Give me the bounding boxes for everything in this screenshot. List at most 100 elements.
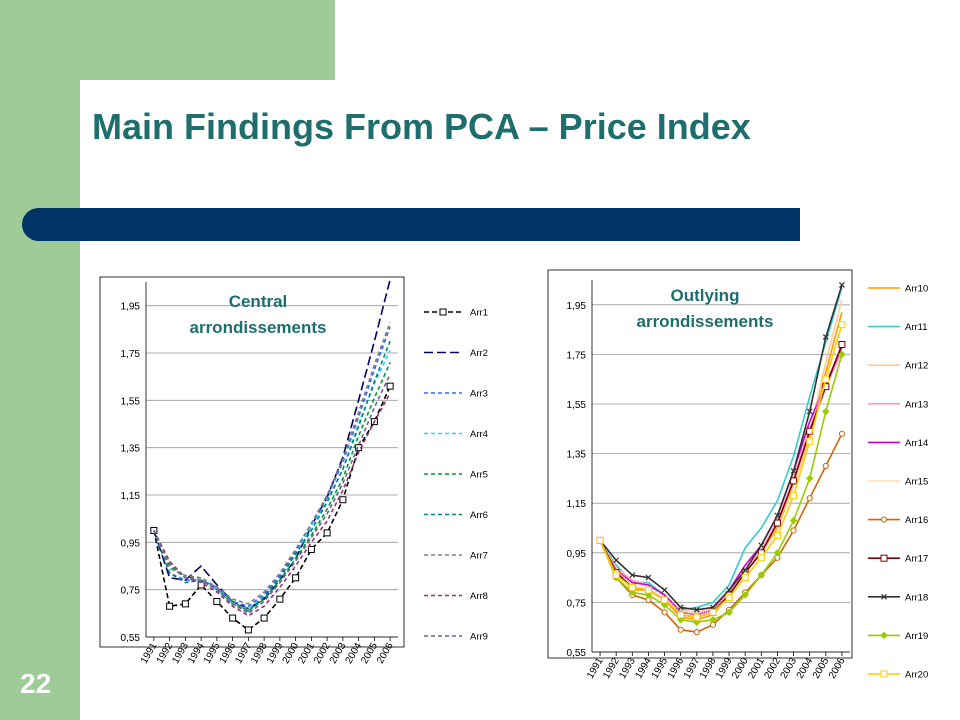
data-point-arr1	[260, 614, 268, 622]
series-line-arr5	[153, 362, 391, 612]
data-point-arr19	[773, 549, 782, 557]
data-point-arr1	[323, 529, 331, 537]
legend-label: Arr6	[470, 510, 488, 521]
legend-marker	[880, 670, 888, 678]
y-tick-label: 1,75	[121, 349, 141, 360]
data-point-arr20	[596, 536, 604, 544]
data-point-arr18	[822, 334, 829, 340]
data-point-arr18	[839, 282, 845, 288]
y-tick-label: 0,95	[567, 549, 587, 560]
y-tick-label: 0,95	[121, 538, 141, 549]
series-line-arr1	[153, 385, 391, 631]
legend-marker	[881, 593, 887, 600]
series-line-arr7	[153, 321, 391, 605]
data-point-arr16	[838, 430, 846, 437]
data-point-arr18	[774, 512, 781, 519]
data-point-arr16	[693, 629, 700, 636]
legend-label: Arr20	[905, 670, 928, 681]
y-tick-label: 1,55	[567, 400, 587, 411]
chart-title-line: Outlying	[671, 286, 740, 305]
y-tick-label: 1,15	[121, 491, 141, 502]
legend-label: Arr19	[905, 631, 928, 642]
data-point-arr20	[806, 437, 814, 445]
data-point-arr17	[838, 340, 846, 348]
data-point-arr16	[790, 527, 797, 534]
data-point-arr18	[613, 557, 620, 564]
data-point-arr1	[292, 574, 300, 582]
legend-label: Arr18	[905, 592, 928, 603]
data-point-arr1	[386, 382, 394, 390]
data-point-arr19	[805, 474, 814, 483]
legend-label: Arr13	[905, 399, 928, 410]
y-tick-label: 0,75	[121, 586, 141, 597]
data-point-arr19	[789, 516, 798, 525]
chart-frame-0	[99, 276, 405, 648]
legend-label: Arr1	[470, 308, 488, 319]
data-point-arr20	[709, 608, 717, 616]
data-point-arr19	[838, 350, 846, 359]
legend-label: Arr10	[905, 284, 928, 295]
legend-marker	[880, 516, 888, 523]
data-point-arr1	[307, 545, 315, 553]
legend-label: Arr7	[470, 551, 488, 562]
data-point-arr19	[822, 407, 830, 416]
data-point-arr20	[628, 584, 636, 592]
data-point-arr19	[741, 591, 749, 599]
data-point-arr20	[822, 375, 830, 383]
legend-label: Arr17	[905, 554, 928, 565]
series-line-arr8	[153, 392, 391, 617]
legend-label: Arr2	[470, 348, 488, 359]
data-point-arr18	[661, 587, 668, 593]
chart-title-line: arrondissements	[637, 312, 774, 331]
data-point-arr1	[213, 598, 221, 605]
legend-label: Arr3	[470, 389, 488, 400]
legend-label: Arr11	[905, 322, 928, 333]
legend-label: Arr12	[905, 361, 928, 372]
y-tick-label: 0,75	[567, 598, 587, 609]
legend-label: Arr16	[905, 515, 928, 526]
data-point-arr1	[166, 602, 174, 610]
data-point-arr1	[339, 496, 347, 504]
y-tick-label: 0,55	[121, 633, 141, 644]
data-point-arr1	[150, 527, 158, 534]
series-line-arr14	[599, 346, 843, 616]
data-point-arr18	[742, 567, 749, 574]
data-point-arr16	[822, 462, 829, 470]
data-point-arr19	[725, 608, 733, 617]
data-point-arr20	[661, 596, 669, 604]
y-tick-label: 1,75	[567, 350, 587, 361]
data-point-arr20	[693, 613, 701, 621]
legend-label: Arr5	[470, 470, 488, 481]
data-point-arr20	[677, 611, 685, 619]
y-tick-label: 1,35	[121, 444, 141, 455]
series-line-arr16	[599, 433, 843, 634]
slide-title: Main Findings From PCA – Price Index	[92, 106, 751, 147]
data-point-arr20	[757, 554, 765, 562]
data-point-arr20	[725, 593, 733, 601]
title-divider-bar	[22, 208, 800, 241]
series-line-arr19	[599, 354, 843, 624]
data-point-arr1	[229, 614, 237, 622]
legend-marker	[880, 554, 888, 562]
legend-label: Arr15	[905, 477, 928, 488]
data-point-arr20	[838, 321, 846, 329]
data-point-arr18	[645, 574, 652, 581]
legend-marker	[439, 308, 447, 316]
chart-title-line: arrondissements	[190, 318, 327, 337]
x-tick-label: 2006	[827, 656, 848, 681]
data-point-arr18	[629, 572, 636, 579]
y-tick-label: 1,95	[121, 302, 141, 313]
content-area-corner	[80, 80, 150, 150]
data-point-arr1	[244, 626, 252, 634]
data-point-arr17	[773, 519, 781, 527]
y-tick-label: 0,55	[567, 648, 587, 659]
legend-label: Arr4	[470, 429, 488, 440]
data-point-arr1	[276, 595, 284, 603]
data-point-arr18	[677, 604, 684, 611]
data-point-arr19	[709, 616, 717, 624]
y-tick-label: 1,35	[567, 450, 587, 461]
data-point-arr20	[773, 531, 781, 539]
legend-label: Arr8	[470, 591, 488, 602]
data-point-arr18	[806, 408, 813, 415]
data-point-arr18	[758, 542, 765, 549]
